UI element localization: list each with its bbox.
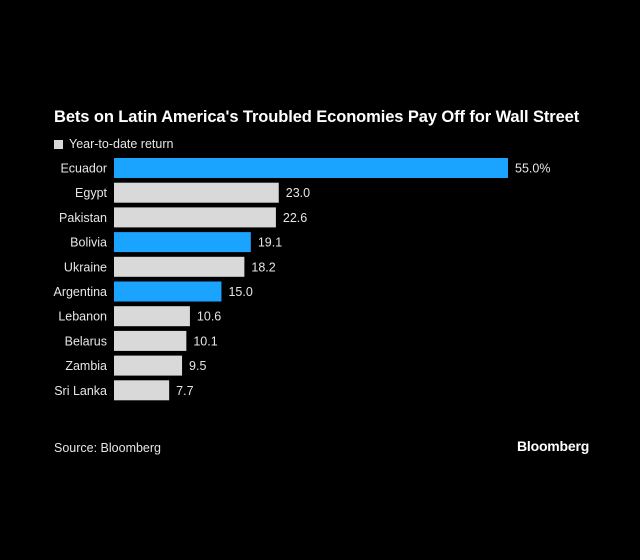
bar — [114, 281, 222, 302]
bar — [114, 256, 245, 277]
value-label: 10.1 — [193, 334, 217, 348]
value-label: 10.6 — [197, 310, 221, 324]
bar — [114, 232, 251, 253]
legend-swatch — [54, 139, 63, 149]
category-label: Ecuador — [60, 162, 107, 176]
category-label: Sri Lanka — [54, 384, 107, 398]
value-label: 9.5 — [189, 359, 206, 373]
bar — [114, 355, 183, 376]
value-label: 15.0 — [228, 285, 252, 299]
bar — [114, 158, 508, 178]
category-label: Argentina — [53, 285, 107, 299]
category-label: Ukraine — [64, 260, 107, 274]
value-label: 7.7 — [176, 384, 193, 398]
value-label: 18.2 — [251, 260, 275, 274]
value-label: 19.1 — [258, 236, 282, 250]
category-label: Egypt — [75, 186, 107, 200]
bar — [114, 182, 279, 203]
bloomberg-logo: Bloomberg — [517, 438, 590, 454]
bar — [114, 330, 187, 351]
source-note: Source: Bloomberg — [54, 441, 162, 455]
legend-label: Year-to-date return — [69, 137, 174, 151]
bar — [114, 380, 170, 401]
category-label: Pakistan — [59, 211, 107, 225]
category-label: Lebanon — [58, 310, 107, 324]
legend: Year-to-date return — [54, 137, 173, 151]
value-label: 23.0 — [286, 186, 310, 200]
category-label: Bolivia — [70, 236, 107, 250]
category-label: Belarus — [65, 334, 107, 348]
bar — [114, 306, 190, 327]
bar — [114, 207, 276, 228]
chart-title: Bets on Latin America's Troubled Economi… — [54, 108, 580, 126]
category-label: Zambia — [65, 359, 107, 373]
value-label: 55.0% — [515, 162, 550, 176]
value-label: 22.6 — [283, 211, 307, 225]
